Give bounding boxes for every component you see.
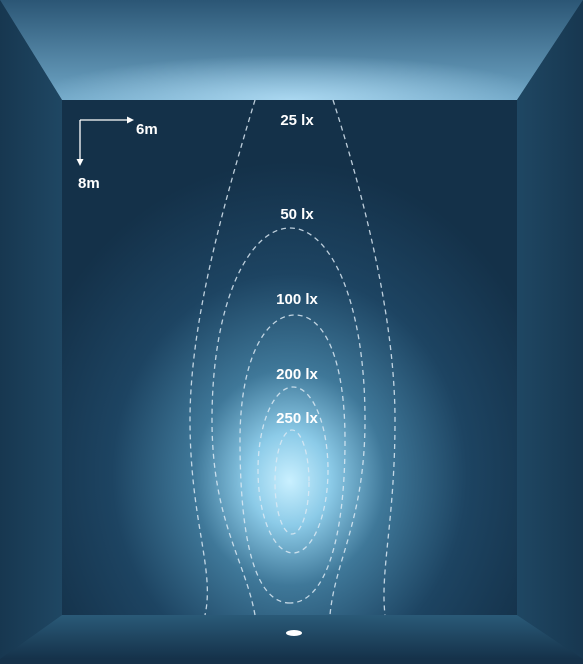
contour-label: 200 lx [276, 366, 318, 383]
right-wall [517, 0, 583, 659]
left-wall [0, 0, 62, 659]
ceiling-glow [0, 0, 583, 100]
isoline-25 [332, 99, 396, 616]
isoline-25 [189, 99, 256, 616]
contour-label: 50 lx [280, 206, 314, 223]
scale-arrows [76, 116, 134, 166]
isoline-250 [274, 429, 310, 535]
isoline-50 [211, 227, 366, 616]
isoline-100 [239, 314, 346, 604]
depth-label: 8m [78, 175, 100, 192]
contour-label: 25 lx [280, 112, 314, 129]
lit-surface [62, 100, 517, 615]
isoline-200 [257, 386, 329, 554]
width-label: 6m [136, 121, 158, 138]
contour-label: 100 lx [276, 291, 318, 308]
light-source [286, 630, 302, 636]
contour-label: 250 lx [276, 410, 318, 427]
floor-edge [0, 615, 583, 659]
